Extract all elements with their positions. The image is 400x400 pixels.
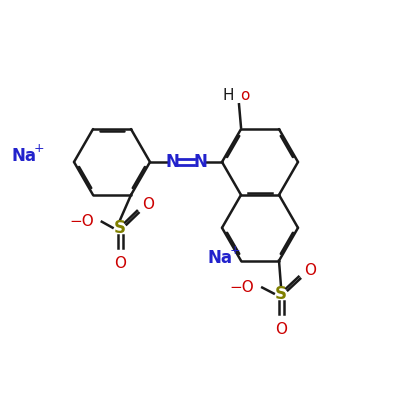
Text: +: + (230, 244, 240, 256)
Text: +: + (34, 142, 44, 154)
Text: O: O (275, 322, 287, 336)
Text: O: O (305, 263, 317, 278)
Text: N: N (193, 153, 207, 171)
Text: O: O (142, 198, 154, 212)
Text: o: o (241, 88, 250, 103)
Text: S: S (275, 284, 287, 302)
Text: −O: −O (69, 214, 94, 229)
Text: H: H (223, 88, 234, 103)
Text: Na: Na (12, 147, 36, 165)
Text: S: S (114, 219, 126, 237)
Text: Na: Na (208, 249, 232, 267)
Text: −O: −O (230, 280, 254, 295)
Text: N: N (165, 153, 179, 171)
Text: O: O (114, 256, 126, 271)
